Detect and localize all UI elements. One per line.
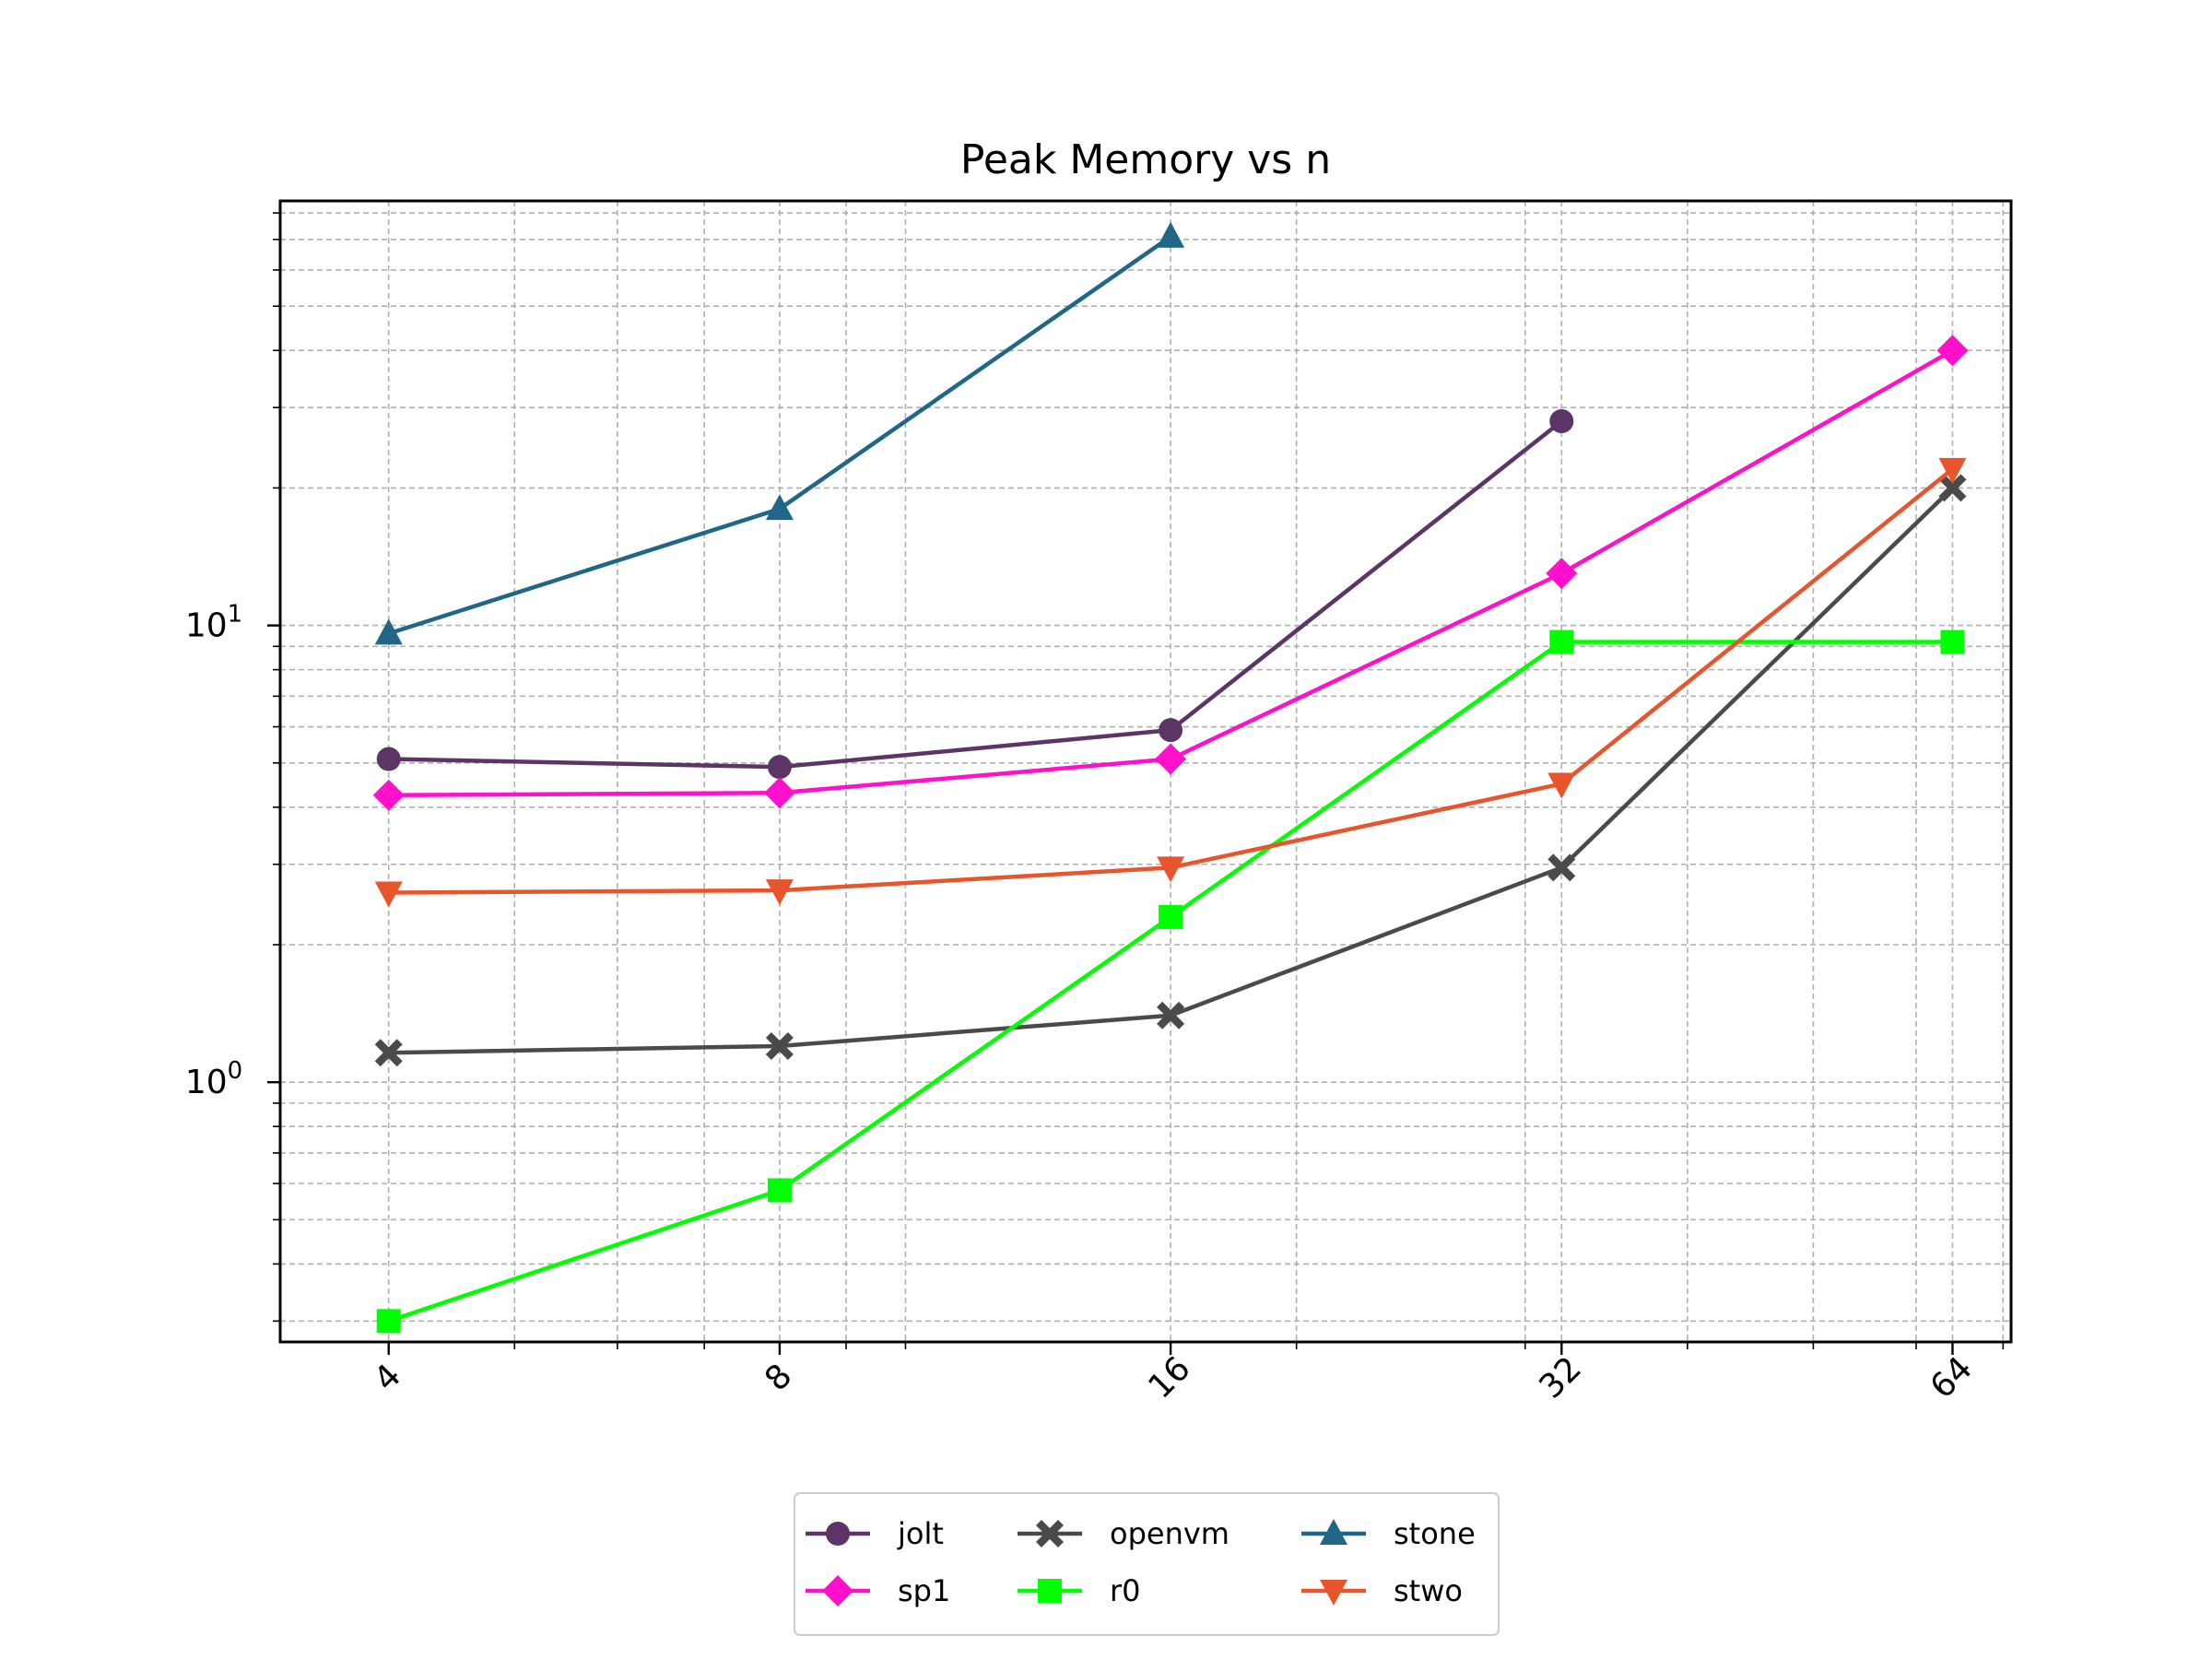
data-point-r0 <box>1940 629 1965 654</box>
x-tick-label: 32 <box>1533 1349 1589 1406</box>
data-point-openvm <box>1547 853 1576 882</box>
data-point-stwo <box>1547 772 1576 799</box>
data-point-openvm <box>1157 1001 1185 1030</box>
series-stwo <box>374 457 1967 908</box>
legend-label: stwo <box>1394 1573 1463 1608</box>
legend-marker <box>822 1575 853 1606</box>
legend: jolt sp1 openvm r0 stone stwo <box>794 1492 1500 1636</box>
data-point-stwo <box>1157 856 1185 883</box>
legend-entry-sp1: sp1 <box>806 1573 950 1608</box>
data-point-stwo <box>765 879 794 906</box>
data-point-jolt <box>767 755 792 780</box>
legend-marker <box>1320 1519 1347 1545</box>
series-stone <box>374 221 1185 645</box>
data-point-sp1 <box>763 777 795 809</box>
series-layer <box>372 221 1969 1334</box>
x-tick-label: 8 <box>758 1357 799 1398</box>
chart-title: Peak Memory vs n <box>960 136 1331 183</box>
x-tick-label: 16 <box>1141 1349 1197 1406</box>
data-point-r0 <box>1159 904 1183 929</box>
legend-label: stone <box>1394 1516 1476 1551</box>
legend-marker <box>1038 1579 1062 1603</box>
legend-entry-jolt: jolt <box>806 1516 944 1551</box>
data-point-sp1 <box>1546 558 1578 590</box>
series-openvm <box>374 474 1967 1067</box>
legend-entry-openvm: openvm <box>1018 1516 1230 1551</box>
y-tick-exponent: 1 <box>228 601 243 629</box>
legend-entry-stone: stone <box>1301 1516 1476 1551</box>
legend-label: openvm <box>1110 1516 1230 1551</box>
x-tick-label: 4 <box>367 1357 408 1398</box>
data-point-stone <box>1157 221 1185 248</box>
legend-label: sp1 <box>898 1573 950 1608</box>
series-sp1 <box>372 335 1969 811</box>
x-tick-label: 64 <box>1924 1349 1980 1406</box>
data-point-openvm <box>765 1031 794 1060</box>
y-tick-label: 100 <box>185 1057 242 1101</box>
data-point-stone <box>765 494 794 521</box>
y-tick-base: 10 <box>185 607 228 645</box>
legend-label: r0 <box>1110 1573 1141 1608</box>
plot-area-frame <box>278 199 2013 1344</box>
series-line-jolt <box>388 419 1563 770</box>
data-point-stwo <box>1938 457 1967 484</box>
legend-marker <box>1320 1580 1347 1606</box>
y-tick-label: 101 <box>185 601 242 645</box>
data-point-jolt <box>1159 718 1183 743</box>
data-point-r0 <box>1549 629 1574 654</box>
data-point-r0 <box>767 1178 792 1203</box>
y-tick-base: 10 <box>185 1064 228 1101</box>
data-point-openvm <box>1938 474 1967 502</box>
legend-entry-stwo: stwo <box>1301 1573 1463 1608</box>
data-point-jolt <box>376 747 401 771</box>
data-point-stwo <box>374 881 403 908</box>
legend-label: jolt <box>897 1516 944 1551</box>
grid <box>280 201 2011 1342</box>
data-point-sp1 <box>1936 335 1969 367</box>
y-tick-exponent: 0 <box>228 1057 243 1085</box>
data-point-jolt <box>1549 409 1574 434</box>
data-point-sp1 <box>1155 743 1187 775</box>
data-point-openvm <box>374 1039 403 1067</box>
data-point-stone <box>374 618 403 645</box>
legend-box <box>794 1492 1500 1636</box>
series-jolt <box>376 409 1574 780</box>
data-point-sp1 <box>372 779 405 811</box>
data-point-r0 <box>376 1309 401 1334</box>
legend-entry-r0: r0 <box>1018 1573 1141 1608</box>
legend-marker <box>1036 1520 1064 1547</box>
legend-marker <box>826 1522 850 1546</box>
series-r0 <box>376 629 1965 1334</box>
